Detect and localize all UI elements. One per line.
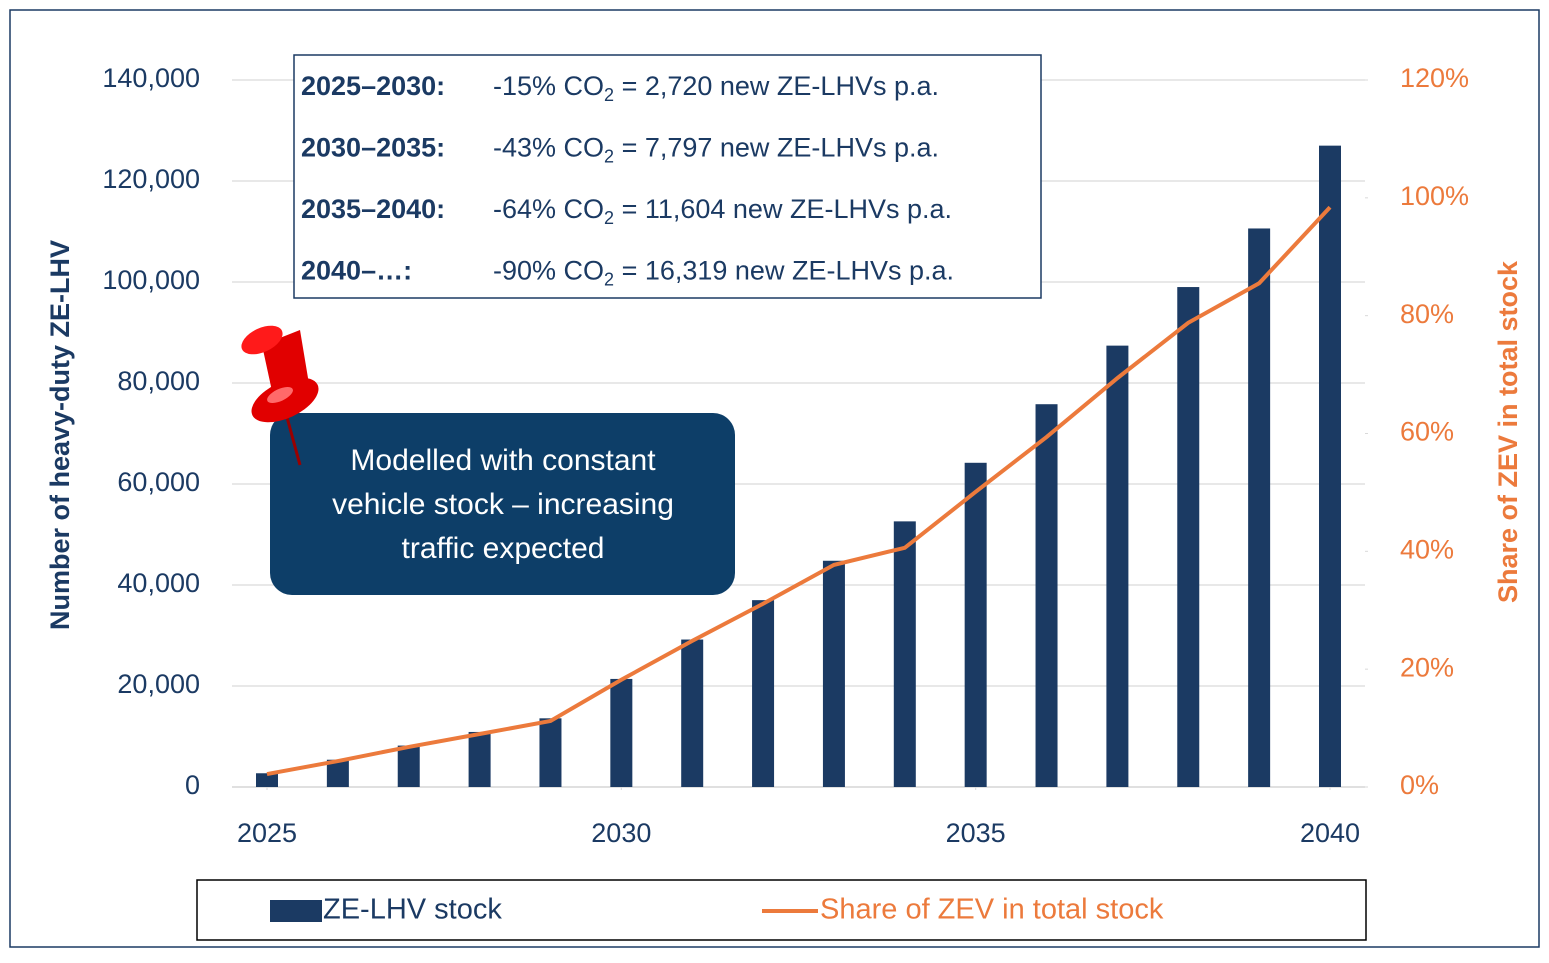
callout-box bbox=[270, 413, 735, 595]
info-value: -15% CO bbox=[493, 71, 604, 101]
bar bbox=[1319, 145, 1341, 787]
y-tick-label: 20,000 bbox=[117, 669, 200, 699]
pushpin bbox=[241, 325, 319, 466]
y-tick-label: 0 bbox=[185, 770, 200, 800]
y2-axis-title: Share of ZEV in total stock bbox=[1493, 260, 1523, 603]
bar bbox=[326, 759, 349, 787]
y2-tick-label: 100% bbox=[1400, 181, 1469, 211]
bar bbox=[1248, 228, 1271, 788]
info-value: -90% CO bbox=[493, 256, 604, 286]
y2-tick-label: 40% bbox=[1400, 534, 1454, 564]
y-tick-label: 120,000 bbox=[102, 164, 200, 194]
legend-items: ZE-LHV stock Share of ZEV in total stock bbox=[270, 894, 1164, 926]
x-tick-label: 2030 bbox=[591, 818, 651, 848]
y-tick-label: 140,000 bbox=[102, 63, 200, 93]
y-tick-label: 60,000 bbox=[117, 467, 200, 497]
bar bbox=[468, 731, 491, 787]
info-sub: 2 bbox=[604, 269, 614, 289]
info-value: -43% CO bbox=[493, 133, 604, 163]
y2-tick-label: 120% bbox=[1400, 63, 1469, 93]
bar bbox=[681, 639, 704, 787]
info-rest: = 16,319 new ZE-LHVs p.a. bbox=[614, 256, 954, 286]
y-axis-title: Number of heavy-duty ZE-LHV bbox=[45, 240, 75, 630]
x-tick-label: 2040 bbox=[1300, 818, 1360, 848]
info-lines: 2025–2030: -15% CO2 = 2,720 new ZE-LHVs p… bbox=[301, 71, 954, 289]
bar bbox=[610, 678, 633, 787]
info-sub: 2 bbox=[604, 208, 614, 228]
legend-label: ZE-LHV stock bbox=[323, 894, 502, 926]
callout-line: Modelled with constant bbox=[350, 444, 656, 477]
legend-label: Share of ZEV in total stock bbox=[820, 894, 1164, 926]
y-tick-label: 100,000 bbox=[102, 265, 200, 295]
bar bbox=[256, 773, 278, 787]
callout-line: traffic expected bbox=[402, 532, 605, 565]
info-period: 2035–2040: bbox=[301, 194, 445, 224]
info-rest: = 11,604 new ZE-LHVs p.a. bbox=[614, 194, 952, 224]
bar bbox=[397, 745, 420, 787]
bar bbox=[1177, 287, 1200, 787]
legend-swatch bbox=[270, 900, 322, 922]
bar bbox=[893, 521, 916, 787]
info-box bbox=[293, 54, 1042, 299]
info-period: 2030–2035: bbox=[301, 133, 445, 163]
info-value: -64% CO bbox=[493, 194, 604, 224]
info-text: -43% CO2 = 7,797 new ZE-LHVs p.a. bbox=[493, 133, 939, 167]
info-rest: = 7,797 new ZE-LHVs p.a. bbox=[614, 133, 939, 163]
bar bbox=[539, 718, 562, 787]
marks bbox=[256, 145, 1341, 788]
line bbox=[266, 205, 1332, 777]
info-sub: 2 bbox=[604, 85, 614, 105]
callout-line: vehicle stock – increasing bbox=[332, 488, 674, 521]
info-sub: 2 bbox=[604, 146, 614, 166]
y-tick-label: 80,000 bbox=[117, 366, 200, 396]
info-period: 2040–…: bbox=[301, 256, 412, 286]
info-text: -15% CO2 = 2,720 new ZE-LHVs p.a. bbox=[493, 71, 939, 105]
y2-tick-label: 80% bbox=[1400, 299, 1454, 329]
bar bbox=[964, 462, 987, 787]
bar bbox=[752, 600, 775, 787]
info-text: -64% CO2 = 11,604 new ZE-LHVs p.a. bbox=[493, 194, 952, 228]
y2-tick-label: 60% bbox=[1400, 417, 1454, 447]
bar bbox=[1106, 345, 1129, 787]
x-tick-label: 2025 bbox=[237, 818, 297, 848]
y2-tick-label: 20% bbox=[1400, 652, 1454, 682]
info-period: 2025–2030: bbox=[301, 71, 445, 101]
y2-tick-label: 0% bbox=[1400, 770, 1439, 800]
x-tick-label: 2035 bbox=[946, 818, 1006, 848]
info-rest: = 2,720 new ZE-LHVs p.a. bbox=[614, 71, 939, 101]
callout-lines: Modelled with constant vehicle stock – in… bbox=[332, 444, 674, 565]
bar bbox=[822, 560, 845, 787]
info-text: -90% CO2 = 16,319 new ZE-LHVs p.a. bbox=[493, 256, 954, 290]
bar bbox=[1035, 404, 1058, 787]
y-tick-label: 40,000 bbox=[117, 568, 200, 598]
